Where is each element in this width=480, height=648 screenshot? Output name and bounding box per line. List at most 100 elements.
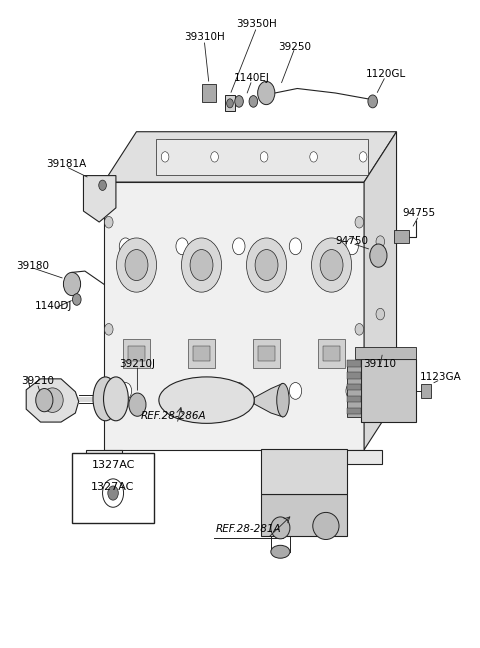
Circle shape: [255, 249, 278, 281]
Circle shape: [233, 382, 245, 399]
Bar: [253, 339, 280, 367]
Circle shape: [105, 404, 113, 415]
Bar: [193, 345, 210, 361]
Circle shape: [129, 393, 146, 416]
Text: 39250: 39250: [278, 41, 312, 52]
Text: REF.28-281A: REF.28-281A: [216, 524, 281, 534]
Circle shape: [312, 238, 352, 292]
Bar: [348, 408, 361, 414]
Bar: [188, 339, 215, 367]
Bar: [156, 139, 368, 174]
Circle shape: [161, 152, 169, 162]
Text: 1327AC: 1327AC: [91, 459, 135, 470]
Circle shape: [376, 236, 384, 248]
Polygon shape: [104, 182, 364, 450]
Circle shape: [247, 238, 287, 292]
Ellipse shape: [271, 517, 290, 539]
Text: 39110: 39110: [363, 359, 396, 369]
Circle shape: [320, 249, 343, 281]
Circle shape: [376, 381, 384, 393]
Polygon shape: [86, 450, 122, 464]
Text: 94750: 94750: [336, 237, 369, 246]
Bar: [262, 494, 348, 536]
Text: 1120GL: 1120GL: [365, 69, 406, 78]
Circle shape: [235, 96, 243, 107]
Circle shape: [368, 95, 377, 108]
Polygon shape: [84, 176, 116, 222]
Circle shape: [233, 238, 245, 255]
Ellipse shape: [159, 377, 254, 423]
Ellipse shape: [42, 388, 63, 412]
Bar: [348, 384, 361, 391]
Circle shape: [376, 308, 384, 320]
Bar: [128, 345, 145, 361]
Text: 1140EJ: 1140EJ: [234, 73, 270, 82]
Text: 39310H: 39310H: [184, 32, 225, 42]
Circle shape: [105, 323, 113, 335]
Bar: [348, 360, 361, 367]
Circle shape: [355, 216, 364, 228]
Polygon shape: [346, 450, 382, 464]
Bar: [355, 347, 416, 359]
Text: 39210: 39210: [21, 376, 54, 386]
Circle shape: [355, 323, 364, 335]
Circle shape: [125, 249, 148, 281]
Circle shape: [370, 244, 387, 267]
Bar: [258, 345, 275, 361]
Text: 39350H: 39350H: [236, 19, 277, 29]
Text: 94755: 94755: [402, 208, 435, 218]
Bar: [348, 372, 361, 378]
Bar: [123, 339, 150, 367]
Polygon shape: [254, 384, 283, 417]
Text: 39210J: 39210J: [120, 359, 156, 369]
Circle shape: [181, 238, 222, 292]
Circle shape: [211, 152, 218, 162]
Circle shape: [258, 82, 275, 104]
Circle shape: [117, 238, 156, 292]
Circle shape: [119, 238, 132, 255]
Circle shape: [105, 216, 113, 228]
Circle shape: [227, 98, 233, 108]
Circle shape: [310, 152, 317, 162]
Ellipse shape: [313, 513, 339, 540]
Circle shape: [119, 382, 132, 399]
Circle shape: [36, 389, 53, 411]
Bar: [262, 448, 348, 494]
Bar: [72, 453, 154, 523]
Ellipse shape: [277, 384, 289, 417]
Text: 1140DJ: 1140DJ: [35, 301, 72, 311]
Bar: [348, 396, 361, 402]
Polygon shape: [225, 95, 235, 111]
Circle shape: [176, 238, 188, 255]
Ellipse shape: [93, 377, 118, 421]
Ellipse shape: [104, 377, 128, 421]
Polygon shape: [104, 132, 396, 182]
Text: 1123GA: 1123GA: [420, 372, 461, 382]
Circle shape: [346, 238, 359, 255]
Circle shape: [176, 382, 188, 399]
Polygon shape: [26, 379, 79, 422]
Bar: [202, 84, 216, 102]
Circle shape: [108, 486, 118, 500]
Bar: [348, 364, 361, 417]
Polygon shape: [378, 399, 415, 413]
Circle shape: [190, 249, 213, 281]
Polygon shape: [364, 132, 396, 450]
Bar: [318, 339, 345, 367]
Circle shape: [99, 180, 107, 191]
Text: 39180: 39180: [16, 261, 49, 271]
Circle shape: [355, 404, 364, 415]
Circle shape: [63, 272, 81, 295]
Circle shape: [289, 238, 302, 255]
Bar: [421, 384, 432, 399]
Circle shape: [72, 294, 81, 305]
Text: 1327AC: 1327AC: [90, 481, 134, 492]
Circle shape: [360, 152, 367, 162]
Text: 39181A: 39181A: [46, 159, 86, 169]
Bar: [394, 231, 409, 244]
Circle shape: [346, 382, 359, 399]
Bar: [361, 359, 416, 422]
Circle shape: [103, 479, 123, 507]
Circle shape: [249, 96, 258, 107]
Ellipse shape: [271, 546, 290, 558]
